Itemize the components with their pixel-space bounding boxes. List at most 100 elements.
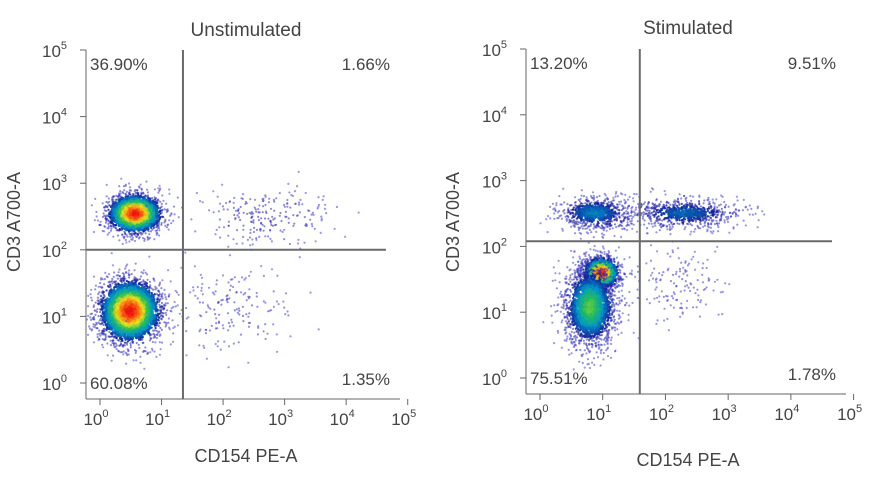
data-point (144, 282, 147, 285)
data-point (241, 193, 245, 196)
data-point (139, 355, 142, 358)
data-point (124, 267, 127, 270)
data-point (106, 315, 111, 319)
data-point (95, 215, 98, 218)
data-point (124, 192, 127, 196)
data-point (602, 247, 605, 250)
data-point (108, 335, 111, 338)
data-point (167, 317, 170, 320)
x-tick-label: 102 (207, 408, 232, 429)
data-point (143, 237, 146, 241)
data-point (264, 235, 267, 238)
data-point (237, 307, 241, 310)
data-point (108, 330, 111, 334)
data-point (98, 319, 101, 322)
data-point (153, 350, 156, 353)
data-point (252, 219, 255, 222)
data-point (130, 272, 133, 276)
data-point (234, 217, 237, 221)
data-point (94, 197, 97, 200)
data-point (108, 285, 111, 288)
data-point (118, 344, 121, 347)
data-point (107, 197, 110, 200)
data-point (142, 269, 145, 272)
data-point (185, 330, 188, 333)
data-point (134, 281, 137, 284)
quadrant-label-bottom-right: 1.35% (342, 370, 390, 389)
data-point (171, 319, 174, 322)
data-point (113, 213, 117, 217)
data-point (163, 208, 166, 211)
data-point (112, 195, 115, 198)
data-point (112, 210, 116, 214)
data-point (124, 351, 127, 354)
data-point (164, 302, 167, 305)
data-point (286, 198, 289, 202)
data-point (211, 291, 215, 294)
data-point (163, 307, 166, 310)
data-point (123, 210, 127, 214)
data-point (235, 229, 239, 232)
data-point (130, 303, 134, 307)
data-point (323, 207, 327, 210)
data-point (282, 300, 285, 303)
data-point (138, 346, 141, 350)
data-point (156, 223, 159, 226)
data-point (122, 353, 125, 356)
data-point (120, 281, 123, 284)
data-point (120, 177, 123, 180)
data-point (141, 323, 145, 327)
data-point (123, 328, 127, 332)
data-point (293, 190, 297, 193)
data-point (234, 209, 238, 212)
data-point (134, 314, 138, 318)
data-point (157, 324, 160, 328)
data-point (212, 211, 215, 214)
data-point (151, 304, 155, 309)
data-point (225, 299, 228, 302)
data-point (105, 195, 108, 198)
data-point (151, 288, 155, 291)
data-point (115, 198, 119, 201)
data-point (199, 200, 202, 203)
data-point (168, 326, 171, 329)
data-point (184, 251, 187, 254)
data-point (128, 240, 131, 243)
data-point (263, 225, 266, 228)
data-point (155, 233, 158, 236)
data-point (134, 292, 139, 297)
data-point (107, 311, 112, 315)
data-point (120, 195, 123, 198)
data-point (142, 349, 145, 353)
data-point (119, 279, 122, 282)
data-point (245, 299, 248, 302)
data-point (252, 230, 256, 234)
data-point (121, 191, 124, 194)
data-point (105, 328, 108, 331)
data-point (131, 282, 135, 285)
data-point (128, 186, 132, 189)
data-point (155, 293, 159, 296)
data-point (253, 198, 257, 201)
data-point (109, 339, 112, 342)
data-point (152, 336, 155, 339)
data-point (142, 341, 145, 344)
panel-unstimulated: Unstimulated CD154 PE-A CD3 A700-A 10010… (4, 20, 416, 466)
data-point (117, 192, 121, 195)
data-point (105, 275, 108, 278)
data-point (126, 317, 130, 321)
data-point (291, 194, 294, 197)
data-point (123, 341, 126, 344)
data-point (146, 302, 150, 306)
data-point (118, 336, 122, 340)
data-point (131, 236, 134, 239)
data-point (90, 204, 93, 207)
data-point (93, 219, 96, 222)
data-point (228, 200, 232, 203)
data-point (156, 298, 159, 301)
data-point (278, 192, 281, 195)
data-point (237, 216, 240, 219)
data-point (143, 227, 147, 231)
data-point (173, 213, 176, 216)
data-point (92, 275, 96, 278)
